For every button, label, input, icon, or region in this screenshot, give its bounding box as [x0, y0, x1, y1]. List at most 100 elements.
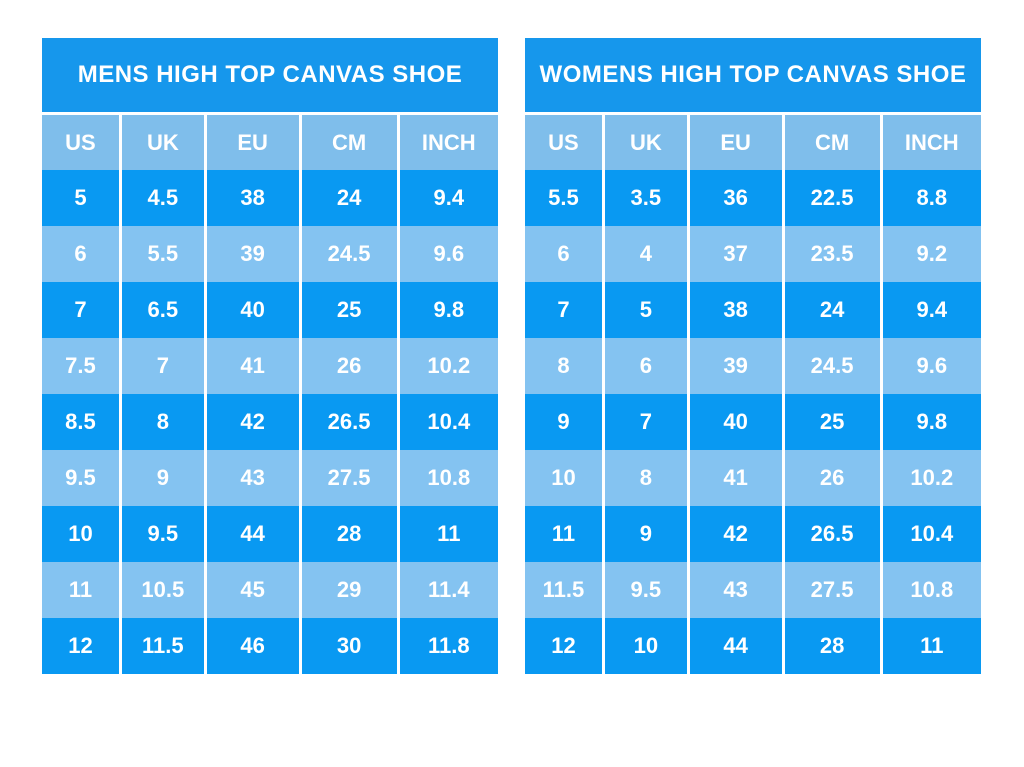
size-cell: 10.2	[879, 450, 981, 506]
size-cell: 42	[686, 506, 784, 562]
size-cell: 5.5	[118, 226, 206, 282]
size-cell: 9.5	[65, 465, 96, 490]
size-cell: 11.5	[542, 577, 585, 602]
size-cell: 5	[74, 185, 87, 210]
size-cell: 10.5	[118, 562, 206, 618]
column-header: UK	[601, 115, 689, 170]
size-cell: 9	[118, 450, 206, 506]
column-header: US	[548, 129, 579, 155]
womens-table-body: 5.5 3.5 36 22.5 8.8 6 4 37 23.5 9.2 7 5 38 24 9.4 8 6 39 2…	[525, 170, 981, 674]
size-cell: 10.4	[396, 394, 498, 450]
size-cell: 8.8	[879, 170, 981, 226]
size-cell: 9.8	[879, 394, 981, 450]
size-cell: 40	[203, 282, 301, 338]
size-cell: 8	[118, 394, 206, 450]
size-cell: 7.5	[65, 353, 96, 378]
mens-size-row: 12 11.5 46 30 11.8	[42, 618, 498, 674]
size-cell: 30	[298, 618, 399, 674]
size-cell: 10	[601, 618, 689, 674]
mens-size-row: 8.5 8 42 26.5 10.4	[42, 394, 498, 450]
mens-size-row: 6 5.5 39 24.5 9.6	[42, 226, 498, 282]
size-cell: 41	[686, 450, 784, 506]
size-cell: 11.5	[118, 618, 206, 674]
womens-header-row: US UK EU CM INCH	[525, 115, 981, 170]
size-cell: 39	[203, 226, 301, 282]
size-cell: 28	[298, 506, 399, 562]
column-header: EU	[686, 115, 784, 170]
size-cell: 7	[601, 394, 689, 450]
size-cell: 6.5	[118, 282, 206, 338]
size-cell: 43	[686, 562, 784, 618]
womens-size-row: 11 9 42 26.5 10.4	[525, 506, 981, 562]
mens-size-row: 5 4.5 38 24 9.4	[42, 170, 498, 226]
size-cell: 24.5	[781, 338, 882, 394]
size-cell: 4.5	[118, 170, 206, 226]
size-cell: 28	[781, 618, 882, 674]
size-cell: 9	[601, 506, 689, 562]
column-header: CM	[298, 115, 399, 170]
size-cell: 9.4	[396, 170, 498, 226]
size-cell: 27.5	[298, 450, 399, 506]
size-cell: 26	[781, 450, 882, 506]
womens-size-row: 5.5 3.5 36 22.5 8.8	[525, 170, 981, 226]
size-cell: 24	[298, 170, 399, 226]
size-cell: 24.5	[298, 226, 399, 282]
size-cell: 24	[781, 282, 882, 338]
size-cell: 5.5	[548, 185, 579, 210]
womens-size-row: 11.5 9.5 43 27.5 10.8	[525, 562, 981, 618]
size-cell: 22.5	[781, 170, 882, 226]
womens-size-row: 9 7 40 25 9.8	[525, 394, 981, 450]
size-cell: 41	[203, 338, 301, 394]
size-cell: 11.4	[396, 562, 498, 618]
column-header: INCH	[879, 115, 981, 170]
womens-size-grid: US UK EU CM INCH 5.5 3.5 36 22.5 8.8 6 4 37 23.5 9.2 7…	[525, 115, 981, 674]
size-cell: 9.5	[118, 506, 206, 562]
size-cell: 4	[601, 226, 689, 282]
womens-size-table: WOMENS HIGH TOP CANVAS SHOE US UK EU CM INCH…	[525, 38, 981, 674]
size-cell: 9.6	[396, 226, 498, 282]
column-header: INCH	[396, 115, 498, 170]
size-cell: 10.2	[396, 338, 498, 394]
size-cell: 12	[68, 633, 93, 658]
size-cell: 38	[203, 170, 301, 226]
size-cell: 44	[203, 506, 301, 562]
size-cell: 7	[118, 338, 206, 394]
mens-size-row: 11 10.5 45 29 11.4	[42, 562, 498, 618]
womens-size-row: 12 10 44 28 11	[525, 618, 981, 674]
size-cell: 25	[298, 282, 399, 338]
size-cell: 3.5	[601, 170, 689, 226]
size-cell: 27.5	[781, 562, 882, 618]
size-cell: 11.8	[396, 618, 498, 674]
size-cell: 11	[68, 577, 93, 602]
size-cell: 9.2	[879, 226, 981, 282]
size-cell: 6	[601, 338, 689, 394]
womens-size-row: 8 6 39 24.5 9.6	[525, 338, 981, 394]
size-cell: 42	[203, 394, 301, 450]
size-cell: 5	[601, 282, 689, 338]
womens-size-row: 10 8 41 26 10.2	[525, 450, 981, 506]
size-cell: 46	[203, 618, 301, 674]
size-cell: 45	[203, 562, 301, 618]
womens-table-title: WOMENS HIGH TOP CANVAS SHOE	[525, 38, 981, 112]
size-cell: 8	[557, 353, 570, 378]
size-cell: 25	[781, 394, 882, 450]
size-cell: 39	[686, 338, 784, 394]
womens-size-row: 7 5 38 24 9.4	[525, 282, 981, 338]
size-cell: 12	[551, 633, 576, 658]
size-cell: 36	[686, 170, 784, 226]
size-cell: 10.4	[879, 506, 981, 562]
size-cell: 8.5	[65, 409, 96, 434]
column-header: CM	[781, 115, 882, 170]
size-cell: 7	[74, 297, 87, 322]
size-cell: 8	[601, 450, 689, 506]
size-cell: 11	[551, 521, 576, 546]
size-cell: 37	[686, 226, 784, 282]
size-cell: 43	[203, 450, 301, 506]
mens-size-grid: US UK EU CM INCH 5 4.5 38 24 9.4 6 5.5 39 24.5 9.6 7 6.…	[42, 115, 498, 674]
mens-size-row: 10 9.5 44 28 11	[42, 506, 498, 562]
size-cell: 11	[396, 506, 498, 562]
size-cell: 23.5	[781, 226, 882, 282]
size-cell: 40	[686, 394, 784, 450]
size-cell: 10	[68, 521, 93, 546]
